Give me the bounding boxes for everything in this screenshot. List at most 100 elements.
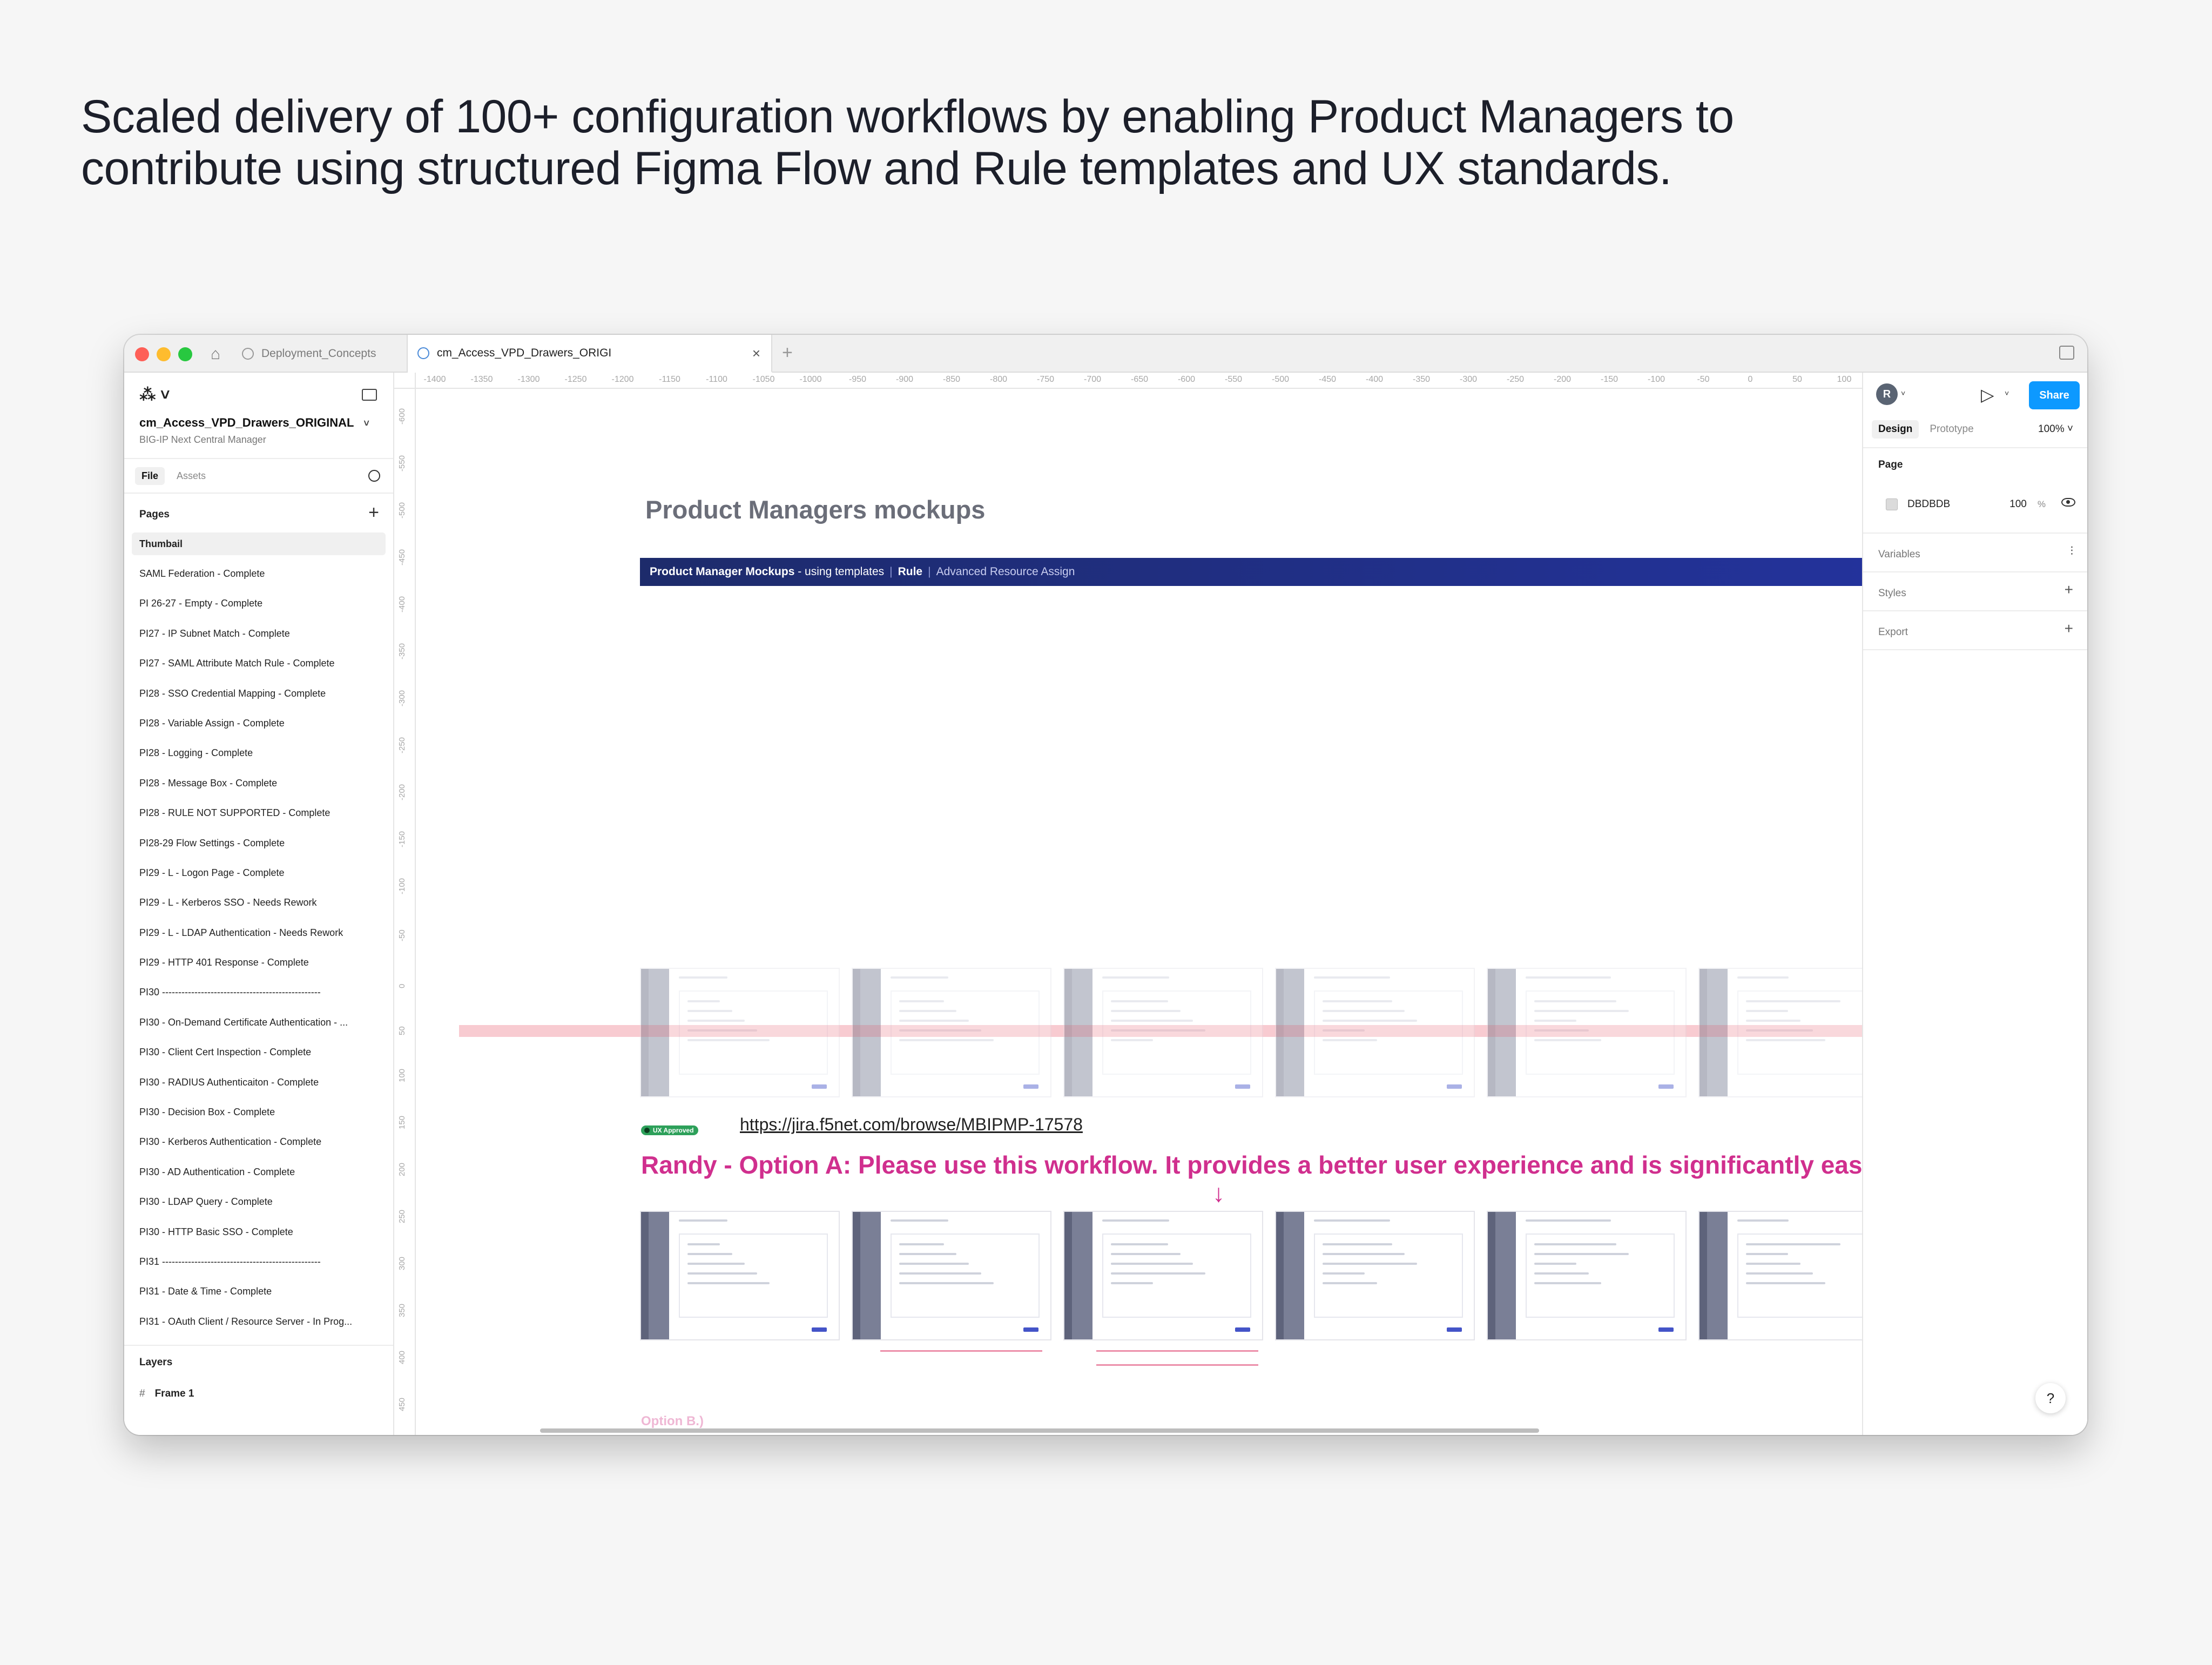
page-list-item[interactable]: PI30 -----------------------------------… (139, 987, 321, 998)
layer-item-frame[interactable]: # Frame 1 (139, 1388, 194, 1400)
page-list-item[interactable]: PI27 - SAML Attribute Match Rule - Compl… (139, 658, 335, 669)
thumbnail-text-line (1534, 1243, 1616, 1245)
right-panel: R ˅ ▷ ˅ Share Design Prototype 100% ˅ Pa… (1862, 373, 2087, 1435)
page-color-value[interactable]: DBDBDB (1907, 498, 1951, 510)
page-list-item[interactable]: Thumbail (132, 532, 386, 555)
page-list-item[interactable]: PI28-29 Flow Settings - Complete (139, 837, 285, 848)
mockup-thumbnail[interactable] (640, 968, 840, 1097)
search-icon[interactable] (368, 470, 380, 482)
page-list-item[interactable]: PI30 - On-Demand Certificate Authenticat… (139, 1016, 348, 1028)
tab-cm-access-vpd-drawers[interactable]: cm_Access_VPD_Drawers_ORIGI × (408, 335, 772, 373)
thumbnail-text-line (687, 1263, 745, 1265)
thumbnail-button (1447, 1084, 1462, 1089)
thumbnail-nav (853, 969, 881, 1096)
page-list-item[interactable]: PI30 - Kerberos Authentication - Complet… (139, 1136, 322, 1148)
plus-icon[interactable]: + (782, 342, 793, 363)
zoom-select[interactable]: 100% ˅ (2038, 423, 2073, 435)
mockup-thumbnail[interactable] (852, 968, 1051, 1097)
mockup-thumbnail[interactable] (1275, 968, 1475, 1097)
present-play-icon[interactable]: ▷ (1981, 385, 1994, 405)
mockup-thumbnail[interactable] (1275, 1211, 1475, 1340)
page-color-field[interactable]: DBDBDB 100% (1878, 493, 2046, 516)
tab-deployment-concepts[interactable]: Deployment_Concepts (232, 335, 408, 373)
page-list-item[interactable]: PI30 - AD Authentication - Complete (139, 1166, 295, 1177)
thumbnail-text-line (687, 1020, 745, 1022)
tab-design[interactable]: Design (1872, 420, 1919, 439)
add-export-icon[interactable]: + (2064, 620, 2073, 637)
page-list-item[interactable]: PI28 - Variable Assign - Complete (139, 717, 285, 729)
thumbnail-text-line (1323, 1029, 1365, 1032)
option-a-heading[interactable]: Randy - Option A: Please use this workfl… (641, 1151, 1959, 1179)
thumbnail-heading (679, 976, 727, 979)
thumbnail-text-line (1534, 1020, 1576, 1022)
sidebar-layout-icon[interactable] (2059, 346, 2074, 360)
page-list-item[interactable]: PI30 - Decision Box - Complete (139, 1107, 275, 1118)
help-button[interactable]: ? (2035, 1383, 2066, 1413)
figma-logo-icon[interactable]: ⁂ ˅ (139, 386, 170, 404)
mockup-thumbnail[interactable] (1487, 1211, 1687, 1340)
file-name[interactable]: cm_Access_VPD_Drawers_ORIGINAL ˅ (139, 416, 369, 430)
close-tab-icon[interactable]: × (752, 345, 760, 361)
option-b-heading[interactable]: Option B.) (641, 1414, 704, 1428)
page-opacity[interactable]: 100% (2009, 498, 2046, 510)
thumbnail-heading (1737, 976, 1789, 979)
page-list-item[interactable]: PI29 - HTTP 401 Response - Complete (139, 957, 309, 968)
page-list-item[interactable]: PI28 - Logging - Complete (139, 747, 253, 759)
template-banner[interactable]: Product Manager Mockups - using template… (640, 558, 1986, 586)
thumbnail-text-line (1534, 1272, 1589, 1275)
chevron-down-icon[interactable]: ˅ (2005, 389, 2009, 397)
page-list-item[interactable]: PI28 - SSO Credential Mapping - Complete (139, 687, 326, 699)
mockup-thumbnail[interactable] (1487, 968, 1687, 1097)
tab-assets[interactable]: Assets (177, 470, 206, 481)
home-icon[interactable]: ⌂ (210, 345, 221, 363)
mockup-thumbnail[interactable] (1698, 968, 1898, 1097)
ruler-tick-label: -700 (1083, 375, 1102, 384)
chevron-down-icon[interactable]: ˅ (1901, 389, 1906, 397)
page-list-item[interactable]: PI30 - RADIUS Authenticaiton - Complete (139, 1076, 319, 1088)
mockup-thumbnail[interactable] (1063, 968, 1263, 1097)
layers-heading: Layers (139, 1357, 173, 1368)
minimize-window-button[interactable] (157, 347, 171, 361)
close-window-button[interactable] (135, 347, 149, 361)
tab-prototype[interactable]: Prototype (1930, 423, 1974, 435)
page-list-item[interactable]: PI30 - HTTP Basic SSO - Complete (139, 1226, 293, 1237)
eye-icon[interactable] (2061, 498, 2075, 507)
page-list-item[interactable]: PI31 - OAuth Client / Resource Server - … (139, 1316, 353, 1327)
thumbnail-panel (1526, 1233, 1675, 1318)
jira-link[interactable]: https://jira.f5net.com/browse/MBIPMP-175… (740, 1115, 1083, 1134)
canvas[interactable]: -1400 -1350 -1300 -1250 -1200 -1150 -1100 -1050… (394, 373, 1986, 1435)
page-list-item[interactable]: PI31 -----------------------------------… (139, 1256, 321, 1267)
thumbnail-text-line (1111, 1020, 1193, 1022)
avatar[interactable]: R (1876, 383, 1898, 405)
add-page-icon[interactable]: + (368, 502, 379, 523)
section-title[interactable]: Product Managers mockups (645, 495, 986, 524)
tab-file[interactable]: File (135, 467, 165, 485)
mockup-thumbnail[interactable] (1063, 1211, 1263, 1340)
variables-adjust-icon[interactable]: ⫶ (2070, 544, 2073, 558)
zoom-value: 100% (2038, 423, 2065, 435)
ruler-tick-label: 0 (397, 983, 407, 988)
page-list-item[interactable]: PI28 - RULE NOT SUPPORTED - Complete (139, 807, 331, 819)
page-list-item[interactable]: PI27 - IP Subnet Match - Complete (139, 628, 290, 639)
toggle-sidebar-icon[interactable] (362, 389, 377, 401)
horizontal-scrollbar[interactable] (540, 1428, 1539, 1433)
page-list-item[interactable]: PI29 - L - LDAP Authentication - Needs R… (139, 927, 343, 938)
annotation-note (1096, 1364, 1258, 1366)
thumbnail-heading (1737, 1219, 1789, 1222)
page-list-item[interactable]: PI28 - Message Box - Complete (139, 777, 278, 788)
page-list-item[interactable]: PI30 - Client Cert Inspection - Complete (139, 1047, 312, 1058)
thumbnail-text-line (1323, 1000, 1392, 1002)
page-list-item[interactable]: PI31 - Date & Time - Complete (139, 1286, 272, 1297)
page-list-item[interactable]: PI 26-27 - Empty - Complete (139, 598, 263, 609)
mockup-thumbnail[interactable] (640, 1211, 840, 1340)
maximize-window-button[interactable] (178, 347, 192, 361)
add-style-icon[interactable]: + (2064, 581, 2073, 598)
thumbnail-button (1235, 1084, 1250, 1089)
mockup-thumbnail[interactable] (852, 1211, 1051, 1340)
color-swatch[interactable] (1886, 498, 1898, 510)
page-list-item[interactable]: PI29 - L - Kerberos SSO - Needs Rework (139, 897, 317, 908)
page-list-item[interactable]: PI29 - L - Logon Page - Complete (139, 867, 285, 878)
page-list-item[interactable]: SAML Federation - Complete (139, 568, 265, 579)
page-list-item[interactable]: PI30 - LDAP Query - Complete (139, 1196, 273, 1208)
share-button[interactable]: Share (2029, 381, 2080, 409)
